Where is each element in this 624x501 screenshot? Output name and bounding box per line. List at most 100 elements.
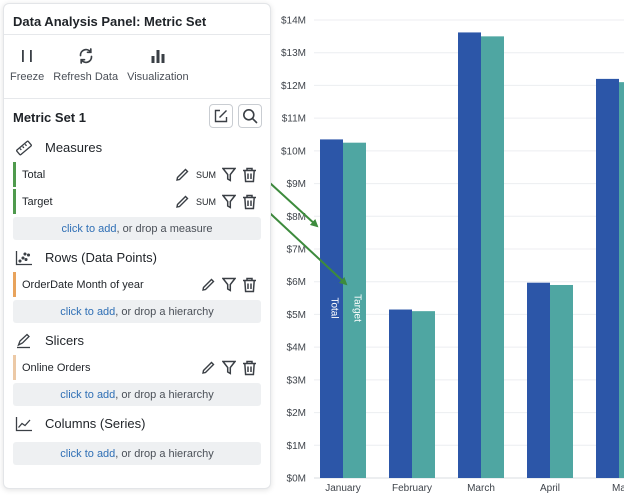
bar-target-march[interactable] — [481, 36, 504, 478]
pencil-icon[interactable] — [201, 360, 216, 375]
bar-total-ma[interactable] — [596, 78, 619, 478]
measures-drop-text: , or drop a measure — [116, 222, 213, 235]
scatter-axis-icon — [14, 249, 34, 267]
visualization-button[interactable]: Visualization — [127, 45, 189, 83]
pencil-icon[interactable] — [201, 277, 216, 292]
measures-add-link[interactable]: click to add — [61, 222, 117, 235]
y-tick-label: $0M — [287, 474, 306, 485]
slicers-drop-text: , or drop a hierarchy — [115, 388, 214, 401]
columns-drop-zone[interactable]: click to add, or drop a hierarchy — [13, 442, 261, 465]
metric-set-header: Metric Set 1 — [4, 99, 270, 135]
row-field-orderdate[interactable]: OrderDate Month of year — [13, 272, 261, 297]
trash-icon[interactable] — [242, 167, 257, 183]
y-tick-label: $4M — [287, 343, 306, 354]
x-tick-label: April — [540, 483, 560, 494]
bar-target-ma[interactable] — [619, 82, 624, 479]
visualization-label: Visualization — [127, 71, 189, 83]
y-tick-label: $2M — [287, 408, 306, 419]
slicers-add-link[interactable]: click to add — [60, 388, 116, 401]
search-button[interactable] — [238, 104, 262, 128]
freeze-button[interactable]: Freeze — [10, 45, 44, 83]
trash-icon[interactable] — [242, 194, 257, 210]
y-tick-label: $7M — [287, 245, 306, 256]
bar-total-april[interactable] — [527, 282, 550, 478]
slicers-drop-zone[interactable]: click to add, or drop a hierarchy — [13, 383, 261, 406]
y-tick-label: $11M — [282, 114, 306, 125]
y-tick-label: $12M — [281, 81, 306, 92]
freeze-label: Freeze — [10, 71, 45, 83]
columns-title: Columns (Series) — [45, 416, 146, 431]
y-tick-label: $10M — [281, 146, 306, 157]
drag-arrow-target — [258, 202, 348, 286]
bar-total-january[interactable] — [320, 139, 343, 478]
rows-section-header: Rows (Data Points) — [4, 245, 270, 270]
row-field-name: OrderDate Month of year — [22, 278, 144, 291]
slicer-field-online-orders[interactable]: Online Orders — [13, 355, 261, 380]
measure-name: Total — [22, 168, 46, 181]
x-tick-label: Ma — [612, 483, 624, 494]
measure-row-target[interactable]: Target SUM — [13, 189, 261, 214]
columns-drop-text: , or drop a hierarchy — [115, 447, 214, 460]
y-tick-label: $9M — [287, 179, 306, 190]
measure-row-total[interactable]: Total SUM — [13, 162, 261, 187]
trash-icon[interactable] — [242, 277, 257, 293]
columns-add-link[interactable]: click to add — [60, 447, 116, 460]
y-tick-label: $8M — [287, 212, 306, 223]
bar-total-february[interactable] — [389, 309, 412, 478]
search-icon — [242, 108, 258, 124]
slicer-field-name: Online Orders — [22, 361, 91, 374]
y-tick-label: $6M — [287, 277, 306, 288]
x-tick-label: March — [467, 483, 495, 494]
series-label-target: Target — [352, 294, 363, 322]
measures-title: Measures — [45, 140, 103, 155]
pencil-icon[interactable] — [175, 167, 190, 182]
aggregation-label[interactable]: SUM — [196, 196, 216, 207]
columns-section-header: Columns (Series) — [4, 411, 270, 436]
filter-icon[interactable] — [222, 277, 236, 292]
rows-drop-zone[interactable]: click to add, or drop a hierarchy — [13, 300, 261, 323]
trash-icon[interactable] — [242, 360, 257, 376]
series-labels: Total Target — [329, 294, 363, 322]
bar-target-february[interactable] — [412, 311, 435, 478]
pencil-icon[interactable] — [175, 194, 190, 209]
rows-drop-text: , or drop a hierarchy — [115, 305, 214, 318]
measure-name: Target — [22, 195, 53, 208]
bar-chart-icon — [150, 45, 166, 67]
aggregation-label[interactable]: SUM — [196, 169, 216, 180]
data-analysis-panel: Data Analysis Panel: Metric Set Freeze — [3, 3, 271, 489]
rows-add-link[interactable]: click to add — [60, 305, 116, 318]
x-tick-label: February — [392, 483, 432, 494]
metric-set-name: Metric Set 1 — [13, 109, 86, 125]
bars — [320, 32, 624, 479]
filter-icon[interactable] — [222, 360, 236, 375]
series-label-total: Total — [329, 297, 340, 318]
x-axis-ticks: January February March April Ma — [325, 483, 624, 494]
slicer-brush-icon — [14, 332, 34, 350]
refresh-data-label: Refresh Data — [53, 71, 119, 83]
filter-icon[interactable] — [222, 194, 236, 209]
edit-box-icon — [214, 109, 228, 123]
y-tick-label: $3M — [287, 375, 306, 386]
panel-title: Data Analysis Panel: Metric Set — [4, 4, 270, 35]
edit-metric-set-button[interactable] — [209, 104, 233, 128]
x-tick-label: January — [325, 483, 361, 494]
filter-icon[interactable] — [222, 167, 236, 182]
rows-title: Rows (Data Points) — [45, 250, 157, 265]
refresh-data-button[interactable]: Refresh Data — [53, 45, 118, 83]
refresh-icon — [77, 45, 95, 67]
measures-section-header: Measures — [4, 135, 270, 160]
y-tick-label: $1M — [287, 441, 306, 452]
slicers-title: Slicers — [45, 333, 85, 348]
ruler-icon — [14, 139, 34, 157]
bar-target-january[interactable] — [343, 142, 366, 478]
y-tick-label: $5M — [287, 310, 306, 321]
bar-target-april[interactable] — [550, 284, 573, 478]
slicers-section-header: Slicers — [4, 328, 270, 353]
line-chart-icon — [14, 415, 34, 433]
bar-total-march[interactable] — [458, 32, 481, 478]
panel-toolbar: Freeze Refresh Data Visualization — [4, 35, 270, 99]
pause-icon — [20, 45, 34, 67]
measures-drop-zone[interactable]: click to add, or drop a measure — [13, 217, 261, 240]
